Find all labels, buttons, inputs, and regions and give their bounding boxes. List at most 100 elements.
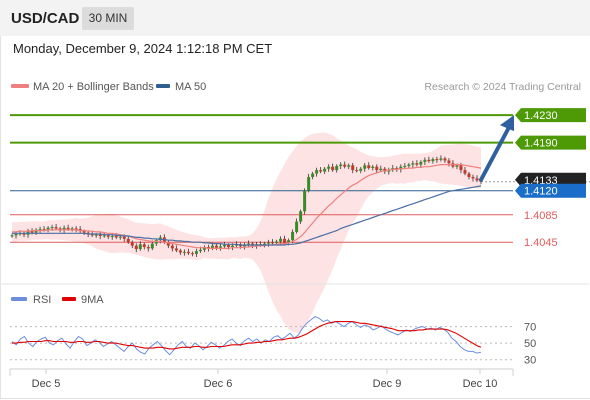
candle-body	[395, 168, 399, 170]
candle-body	[315, 170, 319, 174]
candle-body	[295, 221, 299, 232]
candle-body	[411, 163, 415, 165]
candle-body	[114, 236, 118, 238]
candle-body	[311, 173, 315, 177]
credit-text: Research © 2024 Trading Central	[424, 81, 581, 93]
candle-body	[355, 170, 359, 172]
support-label-1: 1.4085	[524, 210, 558, 222]
candle-body	[118, 236, 122, 238]
resistance-label-1-box	[515, 108, 586, 123]
candle-body	[86, 232, 90, 234]
candle-body	[110, 236, 114, 238]
candle-body	[126, 238, 130, 243]
candle-body	[347, 165, 351, 167]
x-label-1: Dec 6	[204, 378, 233, 390]
candle-body	[142, 244, 146, 248]
candle-body	[307, 176, 311, 191]
candle-body	[267, 242, 271, 244]
candle-body	[150, 243, 154, 249]
candle-body	[22, 233, 26, 235]
candle-body	[443, 158, 447, 161]
rsi-legend-label: RSI	[33, 294, 51, 306]
candle-body	[323, 168, 327, 172]
candle-body	[371, 166, 375, 169]
candle-body	[186, 251, 190, 254]
candle-body	[242, 244, 246, 247]
candle-body	[58, 228, 62, 230]
resistance-label-1: 1.4230	[524, 110, 558, 122]
x-label-0: Dec 5	[32, 378, 61, 390]
candle-body	[415, 163, 419, 165]
candle-body	[427, 159, 431, 162]
candle-body	[339, 164, 343, 166]
chart-frame	[0, 36, 590, 399]
forecast-arrow-shaft	[479, 127, 510, 182]
candle-body	[230, 245, 234, 248]
candle-body	[70, 228, 74, 230]
candle-body	[407, 164, 411, 166]
candle-body	[431, 159, 435, 162]
candle-body	[287, 240, 291, 243]
candle-body	[439, 158, 443, 160]
candle-body	[54, 227, 58, 229]
candle-body	[198, 249, 202, 252]
resistance-label-2-box	[515, 135, 586, 150]
pivot-label-box	[515, 183, 586, 198]
candle-body	[247, 243, 251, 245]
candle-body	[102, 235, 106, 237]
candle-body	[106, 235, 110, 237]
x-label-2: Dec 9	[373, 378, 402, 390]
rsi-tick-50: 50	[524, 338, 536, 350]
rsi-tick-30: 30	[524, 355, 536, 367]
candle-body	[447, 160, 451, 164]
candle-body	[319, 170, 323, 172]
candle-body	[46, 227, 50, 230]
candle-body	[218, 246, 222, 248]
candle-body	[66, 227, 70, 230]
candle-body	[38, 229, 42, 231]
header-bar: USD/CAD 30 MIN	[0, 0, 590, 36]
candle-body	[166, 242, 170, 246]
candle-body	[138, 244, 142, 250]
candle-body	[182, 251, 186, 253]
candle-body	[351, 165, 355, 171]
bollinger-legend-label: MA 20 + Bollinger Bands	[33, 81, 154, 93]
rsi-line	[11, 316, 482, 356]
pivot-label: 1.4120	[524, 186, 558, 198]
candle-body	[463, 170, 467, 174]
candle-body	[283, 238, 287, 243]
candle-body	[98, 234, 102, 237]
x-label-3: Dec 10	[463, 378, 498, 390]
candle-body	[94, 234, 98, 236]
candle-body	[271, 242, 275, 244]
candle-body	[471, 176, 475, 179]
rsi-tick-70: 70	[524, 322, 536, 334]
candle-body	[263, 243, 267, 245]
rsi-ma-legend-label: 9MA	[81, 294, 104, 306]
bollinger-legend-swatch	[11, 84, 29, 88]
candle-body	[10, 235, 14, 237]
candle-body	[174, 248, 178, 251]
candle-body	[419, 161, 423, 165]
candle-body	[291, 231, 295, 241]
rsi-legend-swatch	[11, 297, 27, 301]
candle-body	[130, 242, 134, 246]
timestamp-label: Monday, December 9, 2024 1:12:18 PM CET	[13, 41, 273, 56]
candle-body	[399, 166, 403, 170]
candle-body	[299, 211, 303, 222]
ma50-legend-label: MA 50	[175, 81, 206, 93]
candle-body	[459, 165, 463, 171]
bollinger-band	[12, 132, 481, 333]
candle-body	[222, 244, 226, 247]
candle-body	[30, 231, 34, 233]
candle-body	[62, 227, 66, 230]
timeframe-badge[interactable]: 30 MIN	[82, 7, 134, 30]
candle-body	[359, 168, 363, 171]
candle-body	[178, 250, 182, 253]
candle-body	[202, 247, 206, 250]
candle-body	[206, 247, 210, 249]
resistance-label-2: 1.4190	[524, 138, 558, 150]
candle-body	[194, 251, 198, 254]
candle-body	[383, 168, 387, 172]
